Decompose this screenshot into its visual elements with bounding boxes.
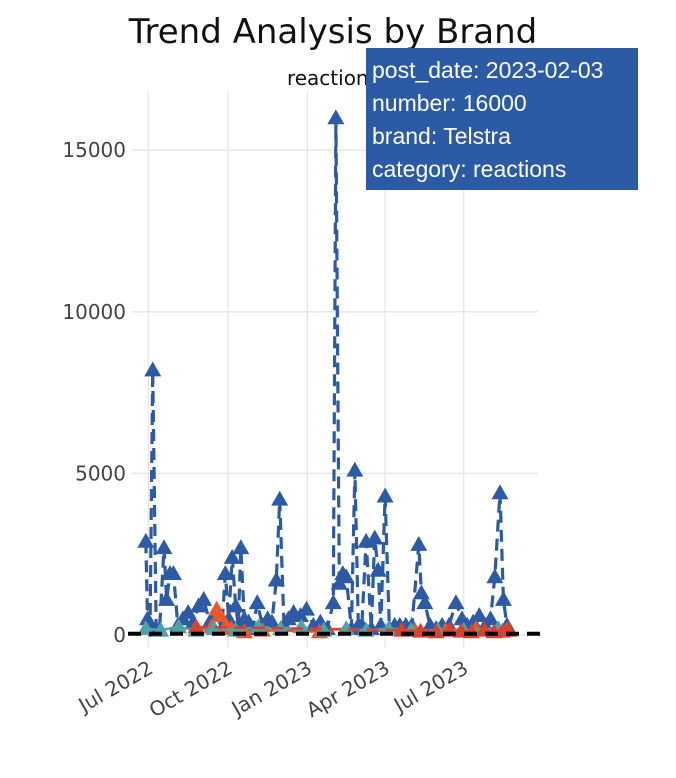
- data-point-marker: [211, 607, 229, 623]
- data-point-marker: [232, 539, 250, 555]
- data-point-marker: [164, 565, 182, 581]
- data-point-marker: [249, 618, 267, 634]
- data-point-marker: [324, 594, 342, 610]
- data-point-marker: [376, 487, 394, 503]
- data-point-marker: [481, 610, 499, 626]
- chart-subtitle: reactions: [287, 66, 379, 90]
- data-point-marker: [447, 594, 465, 610]
- data-point-marker: [205, 620, 223, 635]
- x-tick-label: Jul 2023: [388, 656, 472, 718]
- chart-title: Trend Analysis by Brand: [128, 12, 538, 52]
- data-point-marker: [267, 571, 285, 587]
- y-tick-label: 10000: [62, 300, 126, 324]
- y-tick-label: 5000: [75, 461, 126, 485]
- data-point-marker: [223, 548, 241, 564]
- data-point-marker: [337, 568, 355, 584]
- tooltip-line-date: post_date: 2023-02-03: [372, 57, 603, 83]
- data-point-marker: [366, 529, 384, 545]
- data-point-marker: [369, 561, 387, 577]
- data-point-marker: [195, 591, 213, 606]
- data-point-marker: [158, 591, 176, 606]
- tooltip-line-brand: brand: Telstra: [372, 123, 511, 149]
- data-point-marker: [170, 618, 188, 634]
- data-point-marker: [486, 568, 504, 584]
- data-point-marker: [187, 618, 205, 634]
- data-point-marker: [137, 532, 155, 548]
- data-point-marker: [327, 109, 345, 125]
- data-point-marker: [179, 603, 197, 619]
- data-point-marker: [144, 361, 162, 377]
- series-line: [195, 625, 509, 634]
- data-point-marker: [137, 620, 155, 635]
- x-tick-label: Oct 2022: [145, 656, 237, 723]
- x-tick-label: Apr 2023: [302, 656, 394, 723]
- x-tick-label: Jan 2023: [226, 656, 316, 722]
- tooltip-line-category: category: reactions: [372, 156, 566, 182]
- data-point-marker: [337, 620, 355, 635]
- data-point-marker: [271, 490, 289, 506]
- data-point-marker: [494, 591, 512, 606]
- data-point-marker: [297, 600, 315, 616]
- tooltip-line-number: number: 16000: [372, 90, 527, 116]
- data-point-marker: [491, 484, 509, 500]
- data-point-marker: [410, 536, 428, 551]
- y-tick-label: 0: [113, 623, 126, 647]
- data-point-marker: [248, 594, 266, 610]
- series-line: [144, 116, 509, 632]
- tooltip-box: [366, 48, 638, 190]
- data-point-marker: [155, 539, 173, 555]
- y-tick-label: 15000: [62, 138, 126, 162]
- data-point-marker: [470, 607, 488, 623]
- data-point-marker: [216, 565, 234, 581]
- data-point-marker: [346, 461, 364, 477]
- hover-tooltip: post_date: 2023-02-03 number: 16000 bran…: [366, 48, 638, 190]
- data-point-marker: [263, 613, 281, 629]
- data-point-marker: [227, 597, 245, 613]
- data-point-marker: [416, 594, 434, 610]
- x-tick-label: Jul 2022: [73, 656, 157, 718]
